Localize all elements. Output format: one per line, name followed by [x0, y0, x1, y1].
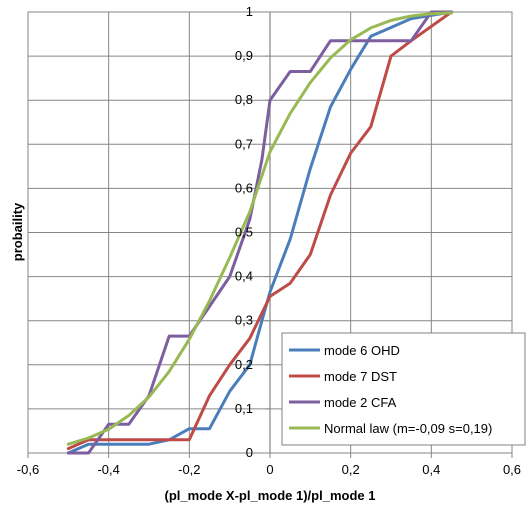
- legend-label-mode-2-cfa: mode 2 CFA: [324, 395, 397, 410]
- y-tick-label: 0,9: [235, 48, 253, 63]
- x-tick-label: 0,4: [422, 462, 440, 477]
- legend-box: [281, 332, 526, 446]
- x-tick-label: -0,2: [178, 462, 200, 477]
- y-tick-labels: 0 0,1 0,2 0,3 0,4 0,5 0,6 0,7 0,8 0,9 1: [235, 4, 253, 460]
- x-tick-label: 0: [266, 462, 273, 477]
- y-tick-label: 0,4: [235, 269, 253, 284]
- axes: [27, 11, 513, 458]
- y-axis-title: probaility: [10, 202, 25, 261]
- series-line-mode-2-cfa: [66, 10, 453, 455]
- x-tick-label: 0,2: [342, 462, 360, 477]
- y-tick-label: 0,2: [235, 357, 253, 372]
- y-tick-label: 0,1: [235, 401, 253, 416]
- y-tick-label: 0,7: [235, 136, 253, 151]
- x-tick-label: 0,6: [503, 462, 521, 477]
- y-tick-label: 0,8: [235, 92, 253, 107]
- y-tick-label: 1: [246, 4, 253, 19]
- x-axis-title: (pl_mode X-pl_mode 1)/pl_mode 1: [165, 488, 376, 503]
- legend-items: mode 6 OHD mode 7 DST mode 2 CFA Normal law…: [289, 343, 492, 436]
- y-tick-label: 0,6: [235, 180, 253, 195]
- y-tick-label: 0,3: [235, 313, 253, 328]
- x-tick-label: -0,4: [97, 462, 119, 477]
- series-lines: [66, 10, 453, 455]
- series-line-normal-law-m-0-09-s-0-19: [66, 11, 453, 446]
- x-tick-label: -0,6: [17, 462, 39, 477]
- y-tick-label: 0,5: [235, 225, 253, 240]
- series-line-mode-7-dst: [66, 10, 453, 451]
- y-tick-label: 0: [246, 445, 253, 460]
- legend-label-mode-6-ohd: mode 6 OHD: [324, 343, 400, 358]
- legend-label-normal-law-m-0-09-s-0-19: Normal law (m=-0,09 s=0,19): [324, 421, 492, 436]
- x-tick-labels: -0,6 -0,4 -0,2 0 0,2 0,4 0,6: [17, 462, 521, 477]
- legend-label-mode-7-dst: mode 7 DST: [324, 369, 397, 384]
- legend: mode 6 OHD mode 7 DST mode 2 CFA Normal law…: [281, 332, 526, 446]
